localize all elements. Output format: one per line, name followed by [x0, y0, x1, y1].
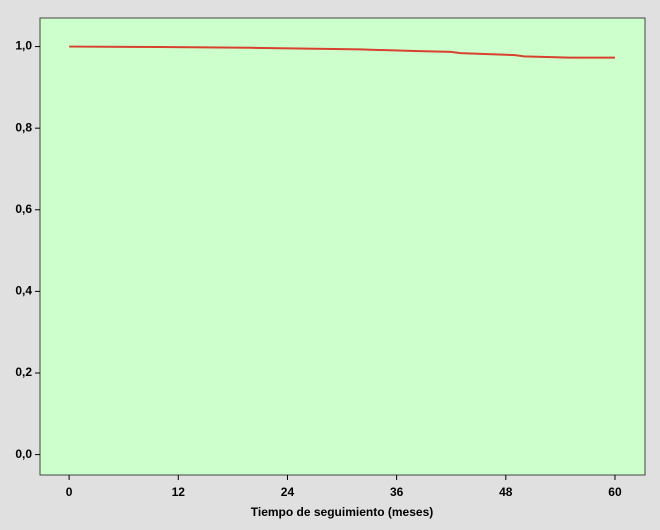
x-axis-label: Tiempo de seguimiento (meses) — [251, 505, 434, 519]
x-tick-label: 0 — [66, 485, 73, 499]
y-tick-label: 0,0 — [15, 447, 32, 461]
survival-line — [69, 45, 615, 59]
x-tick-label: 36 — [390, 485, 404, 499]
y-tick-label: 0,6 — [15, 202, 32, 216]
y-tick-label: 0,4 — [15, 284, 32, 298]
plot-area — [39, 17, 646, 476]
y-tick-label: 1,0 — [15, 39, 32, 53]
x-tick-label: 48 — [499, 485, 513, 499]
x-tick-label: 60 — [608, 485, 622, 499]
x-tick-label: 12 — [172, 485, 186, 499]
y-tick-label: 0,2 — [15, 365, 32, 379]
x-tick-label: 24 — [281, 485, 295, 499]
y-tick-label: 0,8 — [15, 120, 32, 134]
